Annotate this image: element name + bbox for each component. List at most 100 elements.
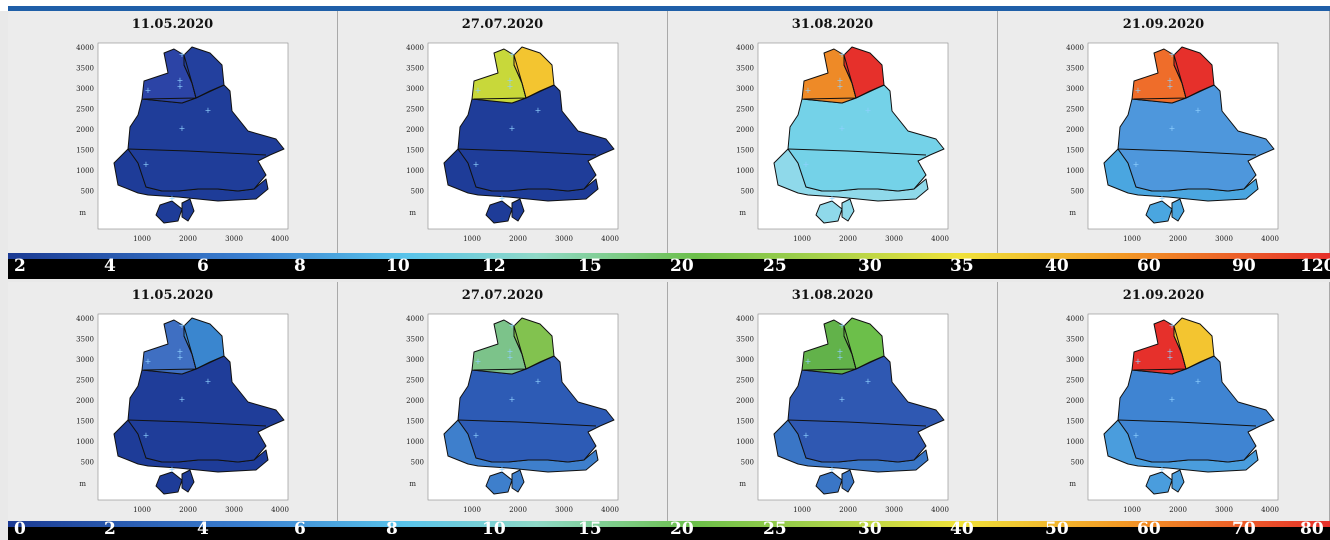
station-marker: + <box>1159 465 1166 474</box>
station-marker: + <box>169 465 176 474</box>
row-top: 11.05.2020 + + + + + + + +4000 3500 3000 2500 2000 15… <box>8 11 1330 253</box>
station-marker: + <box>179 395 186 404</box>
map-panel-row2-2: 27.07.2020 + + + + + + + +4000 3500 3000 2500 2000 15… <box>338 282 668 522</box>
y-tick-label: 2000 <box>406 397 424 405</box>
y-tick-label: 1500 <box>1066 147 1084 155</box>
station-marker: + <box>509 321 516 330</box>
station-marker: + <box>1169 124 1176 133</box>
station-marker: + <box>179 321 186 330</box>
x-tick-label: 1000 <box>793 235 811 242</box>
y-tick-label: 3000 <box>76 85 94 93</box>
x-tick-label: 4000 <box>931 506 949 513</box>
station-marker: + <box>507 347 514 356</box>
station-marker: + <box>1169 395 1176 404</box>
boundary-line-2 <box>787 419 927 427</box>
y-tick-label: 500 <box>81 188 94 196</box>
y-tick-label: 2500 <box>406 377 424 385</box>
station-marker: + <box>1167 347 1174 356</box>
station-marker: + <box>509 395 516 404</box>
y-tick-label: 1000 <box>406 167 424 175</box>
y-tick-label: 2000 <box>1066 126 1084 134</box>
boundary-line-3 <box>843 54 857 99</box>
station-marker: + <box>1133 431 1140 440</box>
x-tick-label: 3000 <box>225 235 243 242</box>
zone-lake <box>485 471 513 495</box>
x-tick-label: 3000 <box>1215 506 1233 513</box>
color-scale-bottom: 0 2 4 6 8 10 15 20 25 30 40 50 60 70 80 <box>0 519 1330 540</box>
x-tick-label: 4000 <box>1261 506 1279 513</box>
station-marker: + <box>1167 353 1174 362</box>
station-marker: + <box>179 50 186 59</box>
concentration-map: ++++++++4000350030002500200015001000500m… <box>406 42 619 242</box>
y-tick-label: 500 <box>411 459 424 467</box>
map-panel-row2-4: 21.09.2020 + + + + + + + +4000 3500 3000 2500 2000 15… <box>998 282 1330 522</box>
station-marker: + <box>837 82 844 91</box>
x-tick-label: 2000 <box>839 235 857 242</box>
station-marker: + <box>535 106 542 115</box>
y-tick-label: 1500 <box>736 147 754 155</box>
axis-unit: m <box>1069 209 1076 217</box>
y-tick-label: 1500 <box>406 418 424 426</box>
boundary-line-3 <box>183 54 197 99</box>
station-marker: + <box>507 353 514 362</box>
station-marker: + <box>1133 160 1140 169</box>
zone-lake <box>155 471 183 495</box>
x-tick-label: 2000 <box>179 506 197 513</box>
color-scale-bottom-gradient <box>8 521 1330 527</box>
station-marker: + <box>839 50 846 59</box>
scale-label: 60 <box>1137 256 1161 276</box>
x-tick-label: 2000 <box>509 506 527 513</box>
y-tick-label: 3000 <box>736 356 754 364</box>
color-scale-bottom-band <box>8 527 1330 540</box>
x-tick-label: 4000 <box>271 506 289 513</box>
y-tick-label: 1000 <box>1066 167 1084 175</box>
boundary-line-2 <box>457 419 597 427</box>
station-marker: + <box>837 353 844 362</box>
concentration-map: ++++++++4000350030002500200015001000500m… <box>76 42 289 242</box>
zone-lake <box>815 471 843 495</box>
station-marker: + <box>805 357 812 366</box>
concentration-map: ++++++++4000350030002500200015001000500m… <box>736 42 949 242</box>
axis-unit: m <box>739 480 746 488</box>
map-panel-row1-2: 27.07.2020 + + + + + + + +4000 3500 3000 2500 2000 15… <box>338 11 668 253</box>
y-tick-label: 1500 <box>736 418 754 426</box>
scale-label: 20 <box>670 256 694 276</box>
station-marker: + <box>177 76 184 85</box>
y-tick-label: 3500 <box>406 336 424 344</box>
y-tick-label: 2000 <box>736 126 754 134</box>
scale-label: 2 <box>104 519 116 539</box>
station-marker: + <box>143 160 150 169</box>
x-tick-label: 3000 <box>225 506 243 513</box>
station-marker: + <box>177 353 184 362</box>
y-tick-label: 1000 <box>76 438 94 446</box>
station-marker: + <box>1135 357 1142 366</box>
station-marker: + <box>837 76 844 85</box>
station-marker: + <box>1195 377 1202 386</box>
y-tick-label: 3000 <box>76 356 94 364</box>
y-tick-label: 2000 <box>76 397 94 405</box>
station-marker: + <box>475 357 482 366</box>
scale-label: 2 <box>14 256 26 276</box>
scale-label: 15 <box>578 519 602 539</box>
station-marker: + <box>1159 194 1166 203</box>
y-tick-label: 2000 <box>406 126 424 134</box>
station-marker: + <box>1169 321 1176 330</box>
axis-unit: m <box>409 480 416 488</box>
y-tick-label: 2500 <box>76 106 94 114</box>
scale-label: 30 <box>858 256 882 276</box>
station-marker: + <box>1169 50 1176 59</box>
concentration-map: ++++++++4000350030002500200015001000500m… <box>736 313 949 513</box>
station-marker: + <box>839 321 846 330</box>
scale-label: 12 <box>482 256 506 276</box>
y-tick-label: 1500 <box>406 147 424 155</box>
panel-date: 11.05.2020 <box>131 17 214 32</box>
scale-label: 30 <box>858 519 882 539</box>
x-tick-label: 2000 <box>1169 235 1187 242</box>
boundary-line-3 <box>843 325 857 370</box>
station-marker: + <box>205 377 212 386</box>
scale-label: 15 <box>578 256 602 276</box>
y-tick-label: 3000 <box>406 85 424 93</box>
station-marker: + <box>839 395 846 404</box>
x-tick-label: 3000 <box>555 506 573 513</box>
x-tick-label: 3000 <box>885 506 903 513</box>
